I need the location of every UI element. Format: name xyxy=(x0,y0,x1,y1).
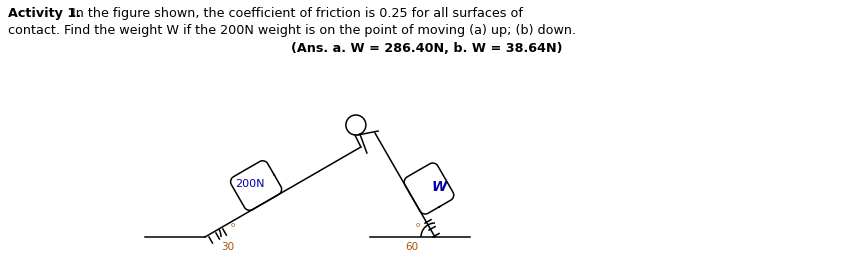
Text: 30: 30 xyxy=(222,242,234,252)
Text: Activity 1.: Activity 1. xyxy=(8,7,81,20)
Text: contact. Find the weight W if the 200N weight is on the point of moving (a) up; : contact. Find the weight W if the 200N w… xyxy=(8,24,575,37)
Text: (Ans. a. W = 286.40N, b. W = 38.64N): (Ans. a. W = 286.40N, b. W = 38.64N) xyxy=(291,42,561,55)
Text: In the figure shown, the coefficient of friction is 0.25 for all surfaces of: In the figure shown, the coefficient of … xyxy=(68,7,522,20)
Text: W: W xyxy=(431,180,446,194)
Text: o: o xyxy=(416,222,420,228)
Text: 60: 60 xyxy=(405,242,418,252)
Text: 200N: 200N xyxy=(235,179,265,189)
Text: o: o xyxy=(231,222,235,228)
